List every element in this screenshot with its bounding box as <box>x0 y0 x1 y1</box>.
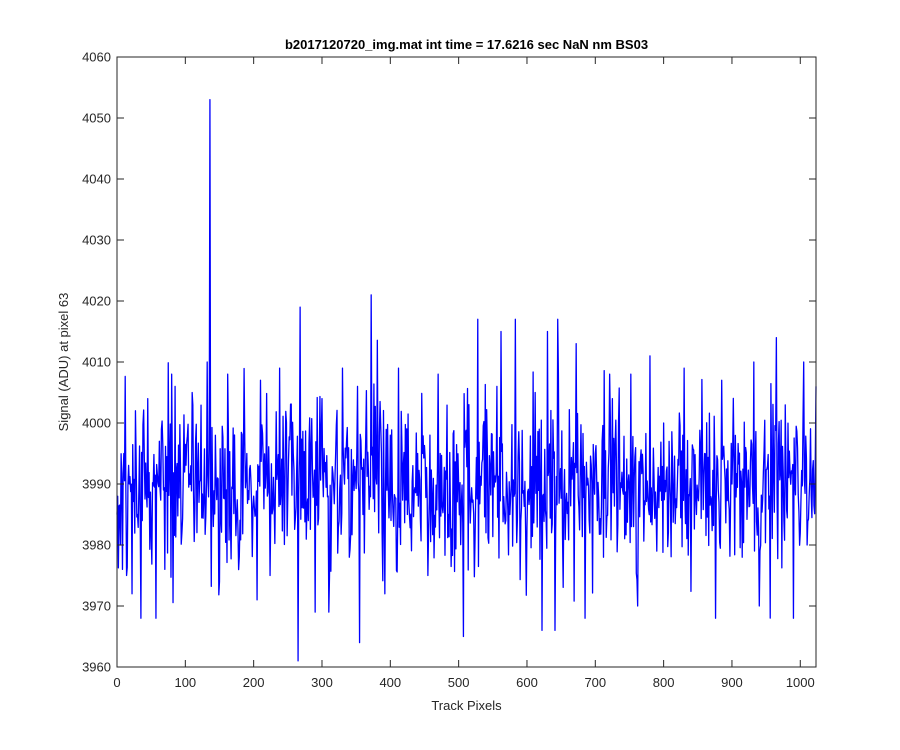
plot-area <box>117 57 816 667</box>
series-group <box>116 99 817 662</box>
y-axis-label: Signal (ADU) at pixel 63 <box>56 293 71 432</box>
y-tick-label: 3960 <box>82 660 111 675</box>
x-tick-label: 1000 <box>786 675 815 690</box>
signal-series-line <box>116 99 817 662</box>
ticks-group: 0 100 200 300 400 500 600 700 800 900 1000 3960 3970… <box>82 50 816 690</box>
x-tick-label: 900 <box>721 675 743 690</box>
x-tick-label: 700 <box>584 675 606 690</box>
x-tick-label: 400 <box>379 675 401 690</box>
axes-box <box>116 56 817 668</box>
y-tick-label: 4060 <box>82 50 111 65</box>
y-tick-label: 4000 <box>82 416 111 431</box>
x-tick-label: 200 <box>243 675 265 690</box>
y-tick-label: 4040 <box>82 172 111 187</box>
y-tick-label: 4020 <box>82 294 111 309</box>
y-tick-label: 4010 <box>82 355 111 370</box>
x-tick-label: 100 <box>174 675 196 690</box>
y-tick-label: 3970 <box>82 599 111 614</box>
y-tick-label: 4050 <box>82 111 111 126</box>
x-tick-label: 300 <box>311 675 333 690</box>
y-tick-label: 3990 <box>82 477 111 492</box>
x-tick-label: 0 <box>113 675 120 690</box>
chart-title: b2017120720_img.mat int time = 17.6216 s… <box>285 37 648 52</box>
y-tick-label: 4030 <box>82 233 111 248</box>
x-axis-label: Track Pixels <box>431 698 502 713</box>
y-tick-label: 3980 <box>82 538 111 553</box>
x-tick-label: 800 <box>653 675 675 690</box>
x-tick-label: 600 <box>516 675 538 690</box>
x-tick-label: 500 <box>448 675 470 690</box>
